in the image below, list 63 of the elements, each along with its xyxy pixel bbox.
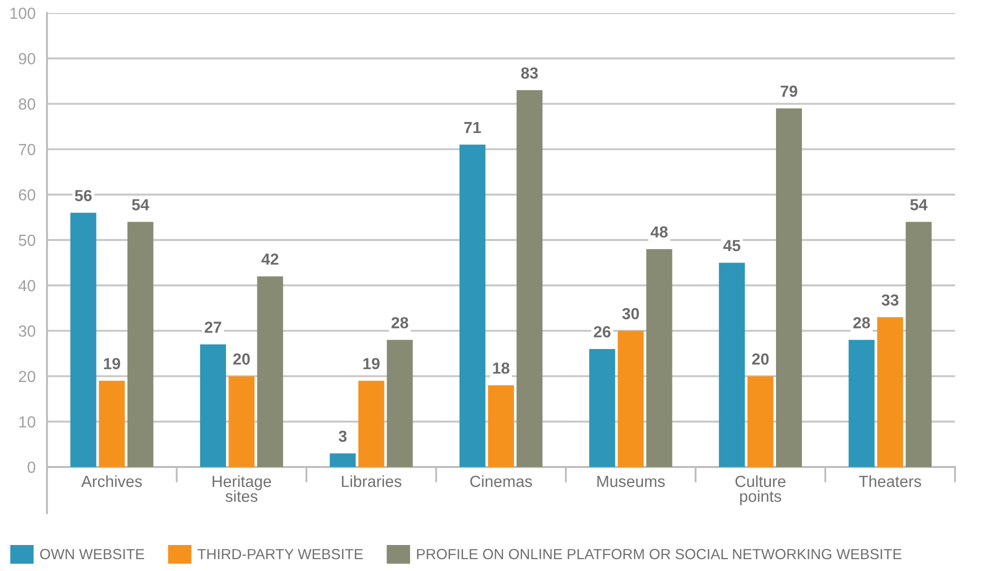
bar	[200, 344, 226, 467]
bar	[589, 348, 616, 467]
y-tick-label: 10	[19, 416, 36, 428]
y-tick-label: 60	[18, 189, 36, 201]
bar	[70, 212, 96, 467]
bar	[747, 376, 774, 467]
y-tick-label: 0	[28, 462, 36, 473]
bar	[776, 108, 802, 467]
data-label: 54	[132, 199, 150, 210]
data-label: 71	[464, 122, 481, 134]
y-tick-label: 70	[18, 144, 36, 156]
data-label: 45	[723, 240, 740, 252]
bar	[257, 276, 284, 467]
data-label: 20	[233, 353, 250, 365]
bar	[386, 340, 413, 467]
y-tick-label: 80	[18, 98, 36, 110]
data-label: 30	[622, 308, 639, 320]
y-tick-label: 90	[18, 53, 36, 64]
x-tick-label: Culture points	[735, 475, 786, 506]
x-tick-label: Archives	[81, 475, 142, 488]
data-label: 26	[594, 326, 610, 338]
data-label: 19	[104, 358, 120, 370]
bar	[848, 340, 875, 467]
data-label: 18	[493, 362, 510, 374]
x-tick-label: Libraries	[342, 475, 402, 488]
y-tick-label: 40	[18, 280, 36, 292]
bar	[618, 330, 644, 467]
bar	[358, 380, 384, 467]
legend-label: THIRD-PARTY WEBSITE	[198, 548, 363, 560]
data-label: 19	[363, 358, 380, 370]
bar	[98, 380, 125, 467]
data-label: 33	[882, 294, 898, 306]
data-label: 20	[752, 353, 769, 365]
data-label: 28	[391, 317, 408, 328]
x-tick-label: Theaters	[858, 475, 922, 488]
bar	[516, 90, 543, 467]
data-label: 54	[910, 199, 928, 210]
bar	[459, 144, 486, 467]
y-tick-label: 100	[10, 8, 36, 19]
data-label: 42	[261, 254, 278, 265]
data-label: 28	[853, 317, 870, 328]
bar	[330, 453, 356, 467]
x-tick-label: Cinemas	[470, 475, 532, 488]
data-label: 27	[204, 322, 222, 333]
bar	[127, 222, 154, 467]
legend-label: PROFILE ON ONLINE PLATFORM OR SOCIAL NETWORKING WEBSITE	[417, 548, 902, 560]
x-tick-label: Heritage sites	[212, 475, 272, 502]
data-label: 3	[338, 430, 347, 442]
legend-label: OWN WEBSITE	[40, 548, 144, 560]
bar	[646, 249, 672, 467]
data-label: 79	[780, 86, 798, 97]
x-tick-label: Museums	[597, 476, 665, 488]
y-tick-label: 50	[18, 234, 36, 246]
data-label: 56	[74, 190, 92, 202]
data-label: 83	[521, 67, 538, 79]
bar	[877, 317, 904, 467]
y-tick-label: 20	[18, 370, 36, 382]
bar	[228, 376, 255, 467]
y-tick-label: 30	[18, 325, 36, 337]
bar	[718, 262, 745, 467]
bar	[906, 222, 932, 467]
data-label: 48	[650, 226, 668, 238]
bar	[488, 385, 514, 467]
